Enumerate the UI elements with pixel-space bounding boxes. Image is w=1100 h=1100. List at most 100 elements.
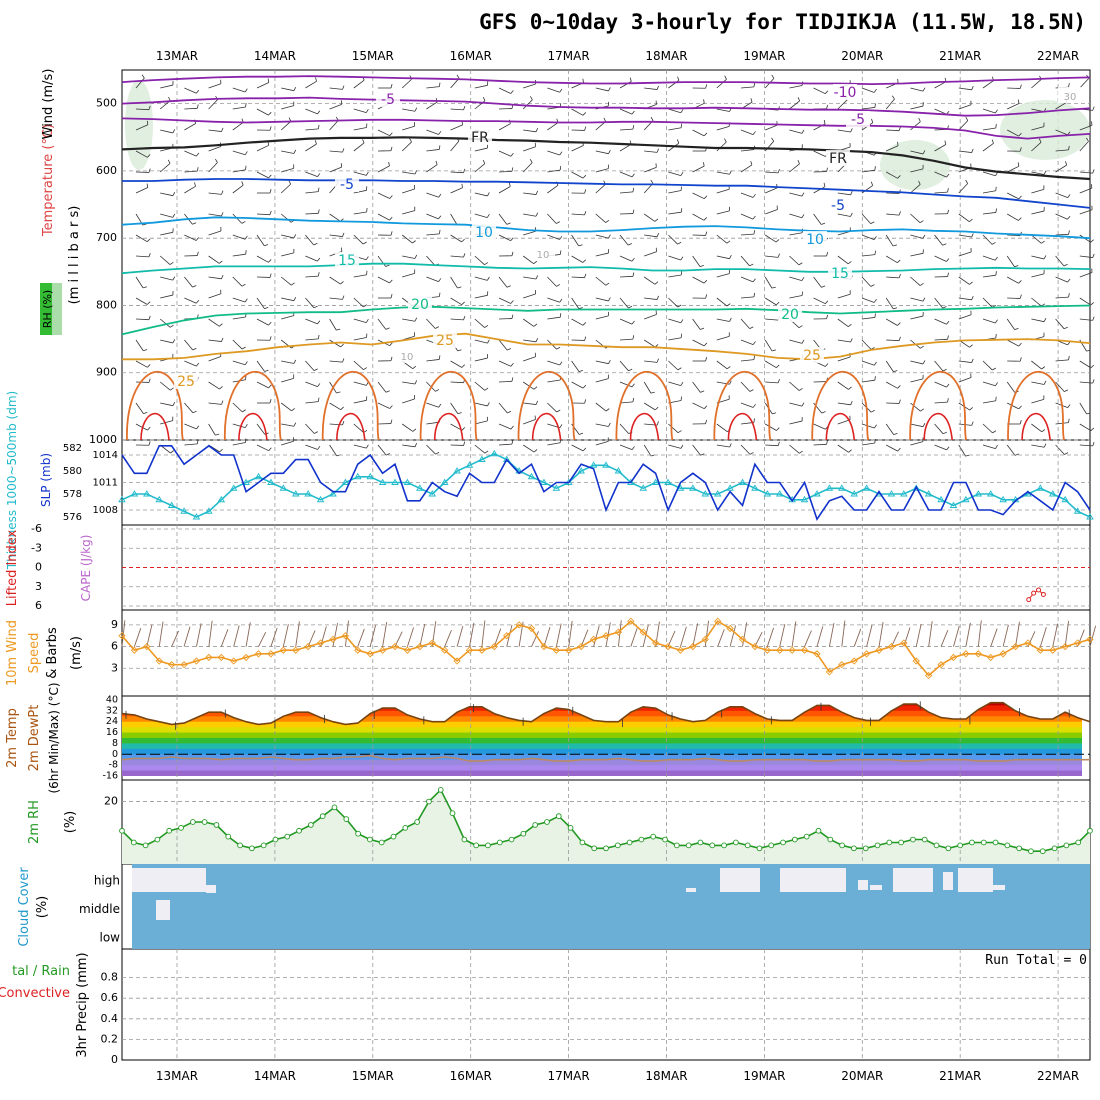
rh2m-line-point bbox=[249, 845, 255, 852]
temp-tick: -16 bbox=[102, 771, 118, 782]
wind-barb-flag bbox=[535, 212, 539, 217]
wind-barb bbox=[595, 87, 609, 92]
wind-barb bbox=[1007, 213, 1019, 221]
wind-barb-flag bbox=[893, 307, 898, 310]
wind-barb bbox=[934, 423, 944, 435]
wind-barb bbox=[523, 356, 536, 362]
rh2m-line-point bbox=[201, 819, 208, 825]
wind-barb bbox=[740, 233, 754, 236]
rh2m-line-point bbox=[119, 827, 125, 834]
wind-barb-flag bbox=[991, 139, 994, 144]
wind-barb-flag bbox=[918, 180, 921, 185]
wind-barb-flag bbox=[435, 326, 439, 329]
wind-barb bbox=[885, 255, 898, 264]
wind10m-speed-line-point bbox=[130, 646, 139, 654]
wind-barb-flag bbox=[752, 215, 756, 220]
wind-tick: 6 bbox=[111, 640, 118, 653]
wind-barb-flag bbox=[873, 361, 877, 366]
wind-barb bbox=[474, 255, 485, 265]
wind-barb-flag bbox=[749, 389, 754, 392]
surface-temp-contour bbox=[126, 370, 184, 441]
rh2m-line-point bbox=[768, 842, 775, 849]
wind-barb bbox=[450, 402, 459, 415]
wind-barb bbox=[256, 423, 266, 435]
wind-barb bbox=[377, 129, 390, 137]
wind-barb bbox=[353, 234, 364, 245]
wind-barb bbox=[595, 168, 609, 173]
wind10m-speed-line-point bbox=[614, 628, 623, 636]
wind-barb bbox=[498, 186, 511, 194]
wind-barb-flag bbox=[559, 361, 563, 366]
wind-barb-flag bbox=[169, 324, 174, 328]
wind-barb-flag bbox=[729, 317, 732, 322]
temp-tick: 24 bbox=[106, 716, 118, 727]
contour-label: 15 bbox=[831, 266, 849, 282]
thickness-axis-label: Thickness 1000~500mb (dm) bbox=[5, 391, 19, 570]
wind-barb-flag bbox=[195, 299, 200, 304]
wind-barb-flag bbox=[942, 306, 947, 309]
wind10m-speed-line-point bbox=[192, 657, 201, 665]
wind-barb bbox=[595, 184, 606, 194]
wind-barb-flag bbox=[196, 152, 200, 157]
wind-barb-flag bbox=[507, 348, 512, 351]
wind-tick: 3 bbox=[111, 661, 118, 674]
wind-barb bbox=[716, 234, 728, 244]
wind-barb-flag bbox=[535, 275, 539, 280]
wind-barb-flag bbox=[559, 424, 563, 429]
wind-barb bbox=[789, 381, 800, 391]
wind-barb bbox=[232, 423, 246, 428]
wind-barb-flag bbox=[362, 139, 365, 144]
wind-barb bbox=[813, 443, 827, 446]
wind-barb-flag bbox=[650, 116, 654, 121]
wind10m-speed-line-point bbox=[912, 657, 920, 665]
wind-barb-flag bbox=[801, 129, 805, 134]
wind-barb-flag bbox=[1090, 427, 1095, 431]
wind-barb-flag bbox=[269, 210, 272, 215]
wind-barb-flag bbox=[628, 243, 633, 246]
wind-barb bbox=[571, 171, 584, 179]
wind-barb-flag bbox=[244, 88, 248, 93]
wind10m-barb bbox=[282, 624, 289, 647]
cloud-clear-block bbox=[943, 872, 953, 890]
wind-barb-flag bbox=[461, 364, 465, 368]
wind-barb-flag bbox=[608, 87, 611, 92]
wind-barb-flag bbox=[244, 235, 248, 240]
rh2m-line-point bbox=[1063, 842, 1070, 849]
wind10m-speed-line-point bbox=[887, 642, 896, 651]
rh2m-line-point bbox=[154, 836, 161, 843]
wind-barb-flag bbox=[821, 222, 826, 225]
wind-barb bbox=[982, 423, 993, 434]
wind-barb-flag bbox=[703, 195, 708, 199]
li-tick: 3 bbox=[35, 580, 42, 593]
wind10m-barbs-axis-label: & Barbs bbox=[45, 627, 60, 679]
wind-barb bbox=[353, 360, 364, 370]
wind10m-barb bbox=[183, 626, 191, 647]
wind-barb-flag bbox=[920, 408, 924, 412]
wind-barb bbox=[789, 163, 800, 173]
wind10m-barb bbox=[531, 631, 539, 647]
wind-barb bbox=[522, 162, 533, 173]
wind-barb-flag bbox=[995, 382, 998, 387]
rh2m-line-point bbox=[969, 839, 975, 846]
wind-barb-flag bbox=[412, 365, 417, 369]
wind-barb bbox=[861, 213, 871, 224]
wind-barb-flag bbox=[317, 110, 321, 115]
wind-barb-flag bbox=[753, 418, 755, 423]
wind-barb bbox=[329, 318, 337, 331]
wind-barb-flag bbox=[172, 401, 176, 406]
wind-barb bbox=[184, 185, 196, 194]
wind-barb-flag bbox=[578, 307, 583, 310]
wind-barb bbox=[813, 276, 822, 288]
wind-barb-flag bbox=[632, 397, 635, 402]
wind-barb-flag bbox=[971, 85, 974, 90]
wind-barb bbox=[353, 318, 367, 323]
wind-barb bbox=[402, 188, 415, 194]
wind10m-speed-line-point bbox=[949, 653, 958, 662]
wind-barb bbox=[353, 297, 364, 308]
wind-barb-flag bbox=[654, 281, 659, 285]
wind-barb bbox=[668, 234, 678, 245]
thickness-tick: 578 bbox=[63, 489, 82, 500]
wind-barb bbox=[208, 356, 221, 362]
rh2m-line-point bbox=[567, 824, 574, 831]
wind-barb bbox=[1079, 360, 1092, 369]
